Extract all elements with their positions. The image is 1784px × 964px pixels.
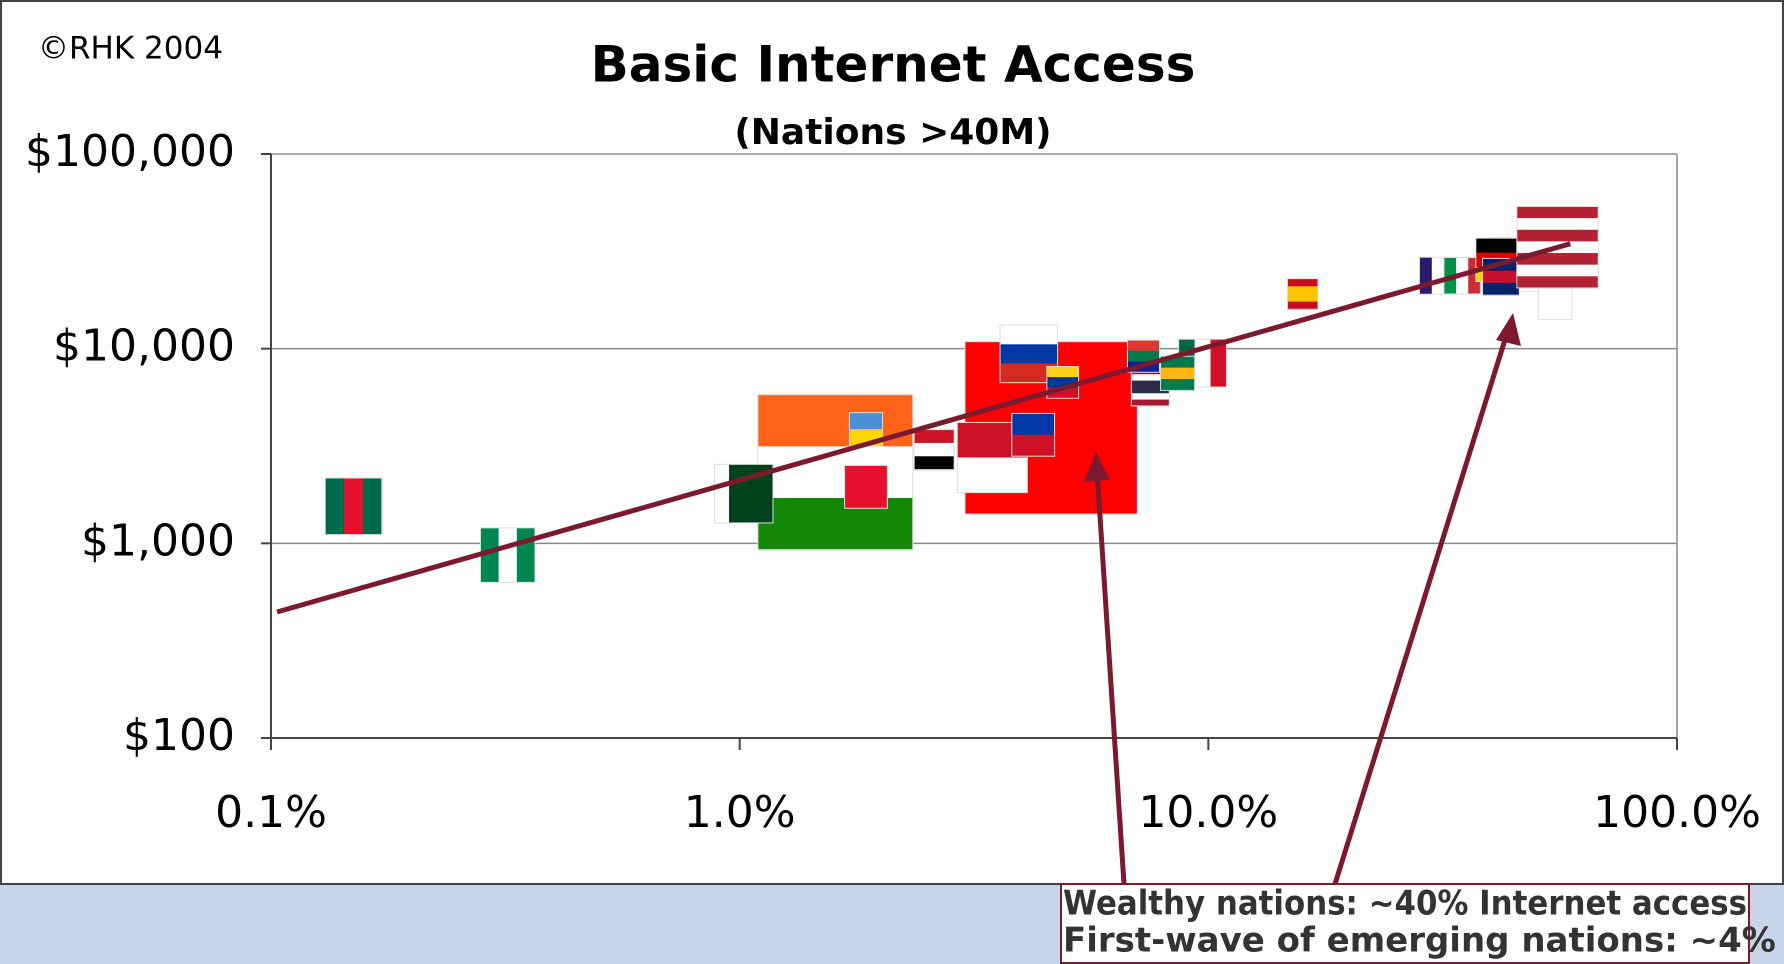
flag-marker [1538,285,1573,320]
source-note: ©RHK 2004 [38,31,223,67]
flag-stripe [914,429,955,444]
flag-stripe [1538,286,1572,320]
flag-marker [757,394,914,551]
x-tick-label: 1.0% [684,787,796,838]
flag-stripe [1046,387,1079,399]
flag-stripe [1011,413,1055,436]
flag-stripe [1516,206,1599,219]
flag-stripe [957,457,1028,494]
flag-outline [844,464,888,509]
flag-stripe [757,497,913,551]
flag-stripe [1000,325,1058,345]
flag-outline [956,421,1028,494]
x-tick-label: 0.1% [215,787,327,838]
flag-stripe [1160,367,1195,380]
flag-stripe [1431,257,1445,295]
flag-stripe [1516,218,1599,231]
flag-stripe [1287,293,1319,303]
flag-stripe [1000,363,1058,384]
flag-stripe [729,464,745,523]
flag-marker [1286,278,1319,310]
flag-outline [1286,278,1319,310]
flag-stripe [914,442,955,457]
flag-stripe [914,456,955,471]
flag-marker [1516,206,1599,289]
flag-stripe [1127,350,1160,363]
flag-stripe [1516,276,1599,289]
flag-stripe [1482,282,1520,296]
flag-stripe [498,527,518,583]
arrow-head [1084,452,1110,482]
flag-stripe [1131,386,1170,394]
y-tick-label: $100,000 [25,126,235,177]
flag-stripe [344,478,364,535]
x-tick-label: 10.0% [1138,787,1278,838]
flag-stripe [1046,377,1079,389]
annotation-box [1060,883,1750,964]
flag-marker [713,463,774,524]
flag-stripe [849,412,883,430]
flag-stripe [362,478,383,535]
flag-stripe [1475,238,1520,254]
y-tick-label: $100 [123,710,235,761]
y-tick-label: $1,000 [81,515,235,566]
flag-stripe [1287,286,1319,295]
annotation-arrows [1084,313,1521,885]
chart-title: Basic Internet Access [591,36,1196,94]
trend-line [276,241,1571,615]
annotation-text: First-wave of emerging nations: ~4% [1063,921,1776,961]
flag-stripe [325,478,345,535]
flag-outline [913,429,955,471]
flag-stripe [758,464,774,523]
flag-outline [999,324,1059,384]
flag-marker [1011,412,1056,457]
flag-stripe [1160,356,1195,369]
flag-stripe [1516,229,1599,242]
flag-marker [844,464,888,509]
arrow [1332,329,1511,885]
x-tick-label: 100.0% [1593,787,1761,838]
flag-stripe [1131,393,1170,401]
flag-stripe [844,465,888,509]
flag-stripe [516,527,536,583]
flag-stripe [1046,366,1079,378]
flag-stripe [1011,434,1055,457]
flag-outline [713,463,774,524]
flag-outline [1516,206,1599,289]
flag-stripe [1160,379,1195,391]
flag-marker [324,477,383,536]
flag-marker [479,527,536,583]
flag-stripe [1516,253,1599,266]
flag-stripe [1000,344,1058,364]
flag-stripe [1210,339,1227,388]
flag-stripe [1516,264,1599,277]
flag-stripe [1287,278,1319,287]
arrow [1094,469,1127,885]
flag-stripe [1131,374,1170,382]
flag-stripe [714,464,730,523]
flag-stripe [1482,270,1520,284]
flag-outline [324,477,383,536]
annotation-text: Wealthy nations: ~40% Internet access [1063,884,1747,924]
plot-area: $100 $1,000 $10,000 $100,000 0.1% 1.0% 10.0% 10… [25,126,1761,838]
flag-stripe [1131,380,1170,388]
flag-stripe [1287,301,1319,310]
flag-outline [1011,412,1056,457]
flag-outline [1126,339,1160,373]
flag-marker [999,324,1059,384]
flag-marker [913,429,955,471]
flag-stripe [1131,399,1170,407]
flag-stripe [1127,340,1160,352]
y-tick-label: $10,000 [53,321,235,372]
flag-stripe [480,527,500,583]
chart-subtitle: (Nations >40M) [734,112,1051,153]
arrow-head [1496,313,1521,346]
